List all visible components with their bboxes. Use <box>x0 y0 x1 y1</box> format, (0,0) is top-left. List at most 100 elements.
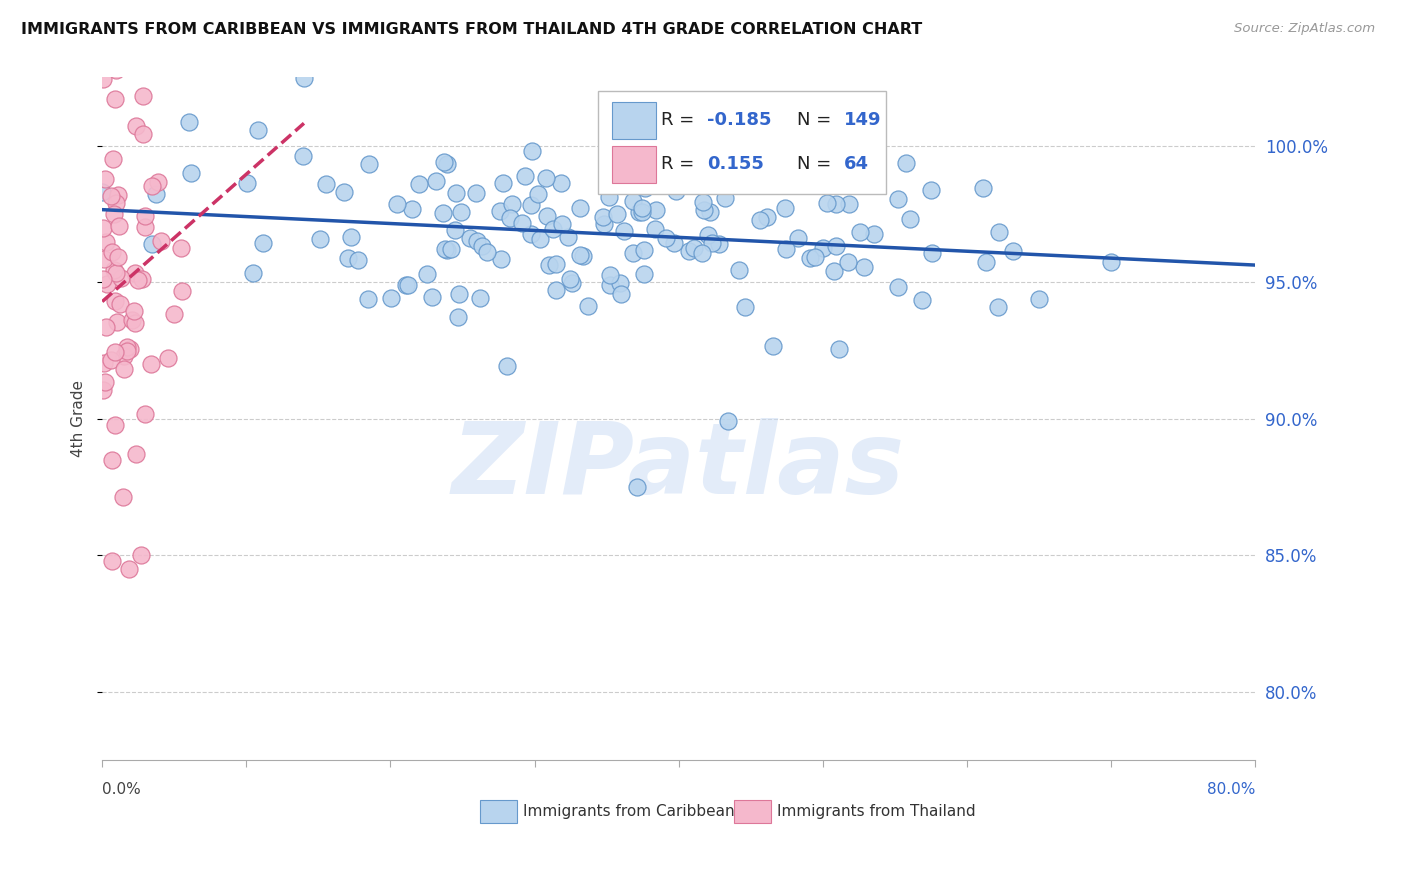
Text: Source: ZipAtlas.com: Source: ZipAtlas.com <box>1234 22 1375 36</box>
Point <box>100 189 122 203</box>
Point <box>315 177 337 191</box>
Point <box>972 181 994 195</box>
Point <box>93 252 115 267</box>
Point <box>621 246 644 260</box>
Point <box>125 120 148 134</box>
Point <box>576 299 599 313</box>
Point <box>104 266 127 280</box>
Point <box>107 188 129 202</box>
Point <box>787 231 810 245</box>
Point <box>610 286 633 301</box>
Text: 149: 149 <box>844 112 882 129</box>
Point <box>815 196 838 211</box>
Point <box>128 54 150 68</box>
Point <box>108 297 131 311</box>
Point <box>569 248 592 262</box>
Point <box>693 173 716 187</box>
FancyBboxPatch shape <box>481 800 517 823</box>
Point <box>103 263 125 277</box>
Point <box>863 227 886 241</box>
Point <box>170 284 193 298</box>
Point <box>825 196 848 211</box>
Point <box>145 186 167 201</box>
Point <box>436 157 458 171</box>
Point <box>920 183 942 197</box>
Point <box>246 123 269 137</box>
Point <box>464 186 486 200</box>
Point <box>103 207 125 221</box>
Point <box>621 194 644 208</box>
Point <box>911 293 934 308</box>
Point <box>121 313 143 327</box>
Point <box>252 235 274 250</box>
Point <box>408 178 430 192</box>
Point <box>569 201 592 215</box>
Point <box>115 344 138 359</box>
Text: N =: N = <box>797 112 838 129</box>
Text: ZIPatlas: ZIPatlas <box>453 418 905 516</box>
Point <box>91 186 114 200</box>
Point <box>654 231 676 245</box>
Point <box>425 174 447 188</box>
Point <box>104 344 127 359</box>
Point <box>837 254 859 268</box>
Point <box>105 315 128 329</box>
Point <box>734 300 756 314</box>
Point <box>347 252 370 267</box>
Point <box>762 339 785 353</box>
Point <box>544 257 567 271</box>
Point <box>988 225 1011 239</box>
Point <box>557 230 579 244</box>
Point <box>385 197 408 211</box>
Point <box>599 145 621 159</box>
Point <box>134 407 156 421</box>
Point <box>433 242 456 256</box>
Point <box>599 277 621 292</box>
Point <box>101 554 124 568</box>
Point <box>678 244 700 258</box>
Point <box>828 342 851 356</box>
Point <box>522 145 544 159</box>
Point <box>551 217 574 231</box>
Point <box>131 549 153 563</box>
Point <box>510 216 533 230</box>
Point <box>291 148 314 162</box>
Point <box>717 157 740 171</box>
Point <box>887 280 910 294</box>
Point <box>536 209 558 223</box>
Point <box>707 237 730 252</box>
Point <box>157 351 180 365</box>
Point <box>292 71 315 86</box>
Point <box>103 93 125 107</box>
Point <box>849 225 872 239</box>
Point <box>416 267 439 281</box>
FancyBboxPatch shape <box>598 91 886 194</box>
Point <box>631 205 654 219</box>
Point <box>609 276 631 290</box>
Point <box>538 258 561 272</box>
Point <box>339 230 361 244</box>
Point <box>852 260 875 274</box>
Point <box>631 201 654 215</box>
Point <box>665 184 688 198</box>
Point <box>987 300 1010 314</box>
Point <box>169 241 191 255</box>
Point <box>728 263 751 277</box>
Point <box>124 316 146 330</box>
Point <box>773 202 796 216</box>
Point <box>93 356 115 370</box>
Point <box>447 287 470 301</box>
Point <box>803 250 825 264</box>
Point <box>520 227 543 241</box>
Point <box>645 202 668 217</box>
Point <box>96 319 118 334</box>
Point <box>440 242 463 256</box>
Point <box>433 154 456 169</box>
Point <box>127 273 149 287</box>
Point <box>100 453 122 467</box>
Point <box>495 359 517 373</box>
Point <box>471 239 494 253</box>
Point <box>96 277 118 291</box>
Point <box>534 171 557 186</box>
Point <box>124 267 146 281</box>
